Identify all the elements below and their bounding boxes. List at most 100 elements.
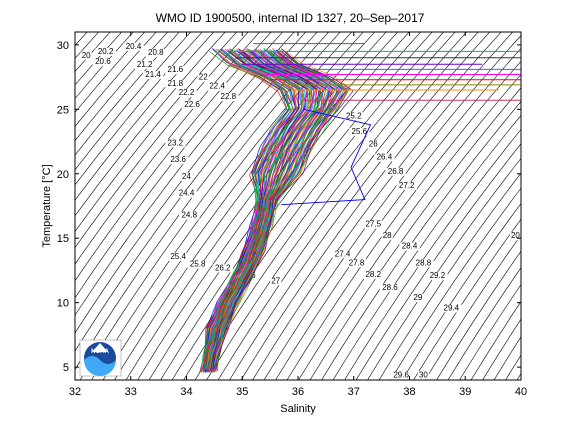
isopycnal-line [75,32,192,171]
contour-label-bg [390,371,412,380]
isopycnal-line [75,32,157,127]
isopycnal-line [75,32,100,59]
isopycnal-line [75,32,215,201]
contour-label: 25.6 [352,127,368,136]
contour-label: 28.4 [402,242,418,251]
isopycnal-line [390,187,521,380]
isopycnal-line [75,32,307,334]
contour-label: 29.4 [444,303,460,312]
outlier-loop [281,108,372,206]
contour-label: 27.2 [399,181,415,190]
contour-label-bg [363,270,384,279]
contour-label-bg [381,232,393,241]
profile-line [214,49,352,372]
isopycnal-line [160,32,422,380]
contour-label-bg [270,277,282,286]
contour-label-bg [145,49,167,58]
x-tick-label: 32 [69,386,81,398]
x-tick-label: 35 [236,386,248,398]
y-tick-label: 25 [57,104,69,116]
isopycnal-line [75,32,238,233]
contour-label-bg [218,93,239,102]
x-tick-label: 38 [403,386,415,398]
isopycnal-line [275,47,521,380]
contour-label: 21.6 [168,65,184,74]
isopycnal-line [286,60,521,380]
contour-label: 26.8 [388,167,404,176]
svg-text:NOAA: NOAA [91,349,109,355]
x-tick-label: 34 [180,386,192,398]
contour-label: 25.2 [346,111,362,120]
contour-label-bg [417,371,430,380]
isopycnal-line [367,157,521,380]
contour-label-bg [412,294,424,303]
isopycnal-line [229,32,491,380]
isopycnal-line [240,32,502,380]
contour-label: 20 [82,51,91,60]
contour-label: 22.8 [221,92,237,101]
isopycnal-line [332,114,521,380]
contour-label: 23.6 [170,155,186,164]
isopycnal-line [482,318,521,380]
y-axis-ticks: 5 10 15 20 25 30 [57,40,521,374]
contour-label-bg [206,82,228,91]
x-tick-label: 39 [459,386,471,398]
contour-label: 20.6 [95,57,111,66]
contour-label: 29.2 [430,271,446,280]
plot-area: 20 20.2 20.4 20.6 20.8 21.221.4 21.6 21.8 22 22.2… [0,2,576,400]
contour-label: 20 [511,231,520,240]
contour-label-bg [92,58,114,67]
contour-label-bg [180,172,193,181]
y-tick-label: 30 [57,40,69,52]
contour-label-bg [176,89,197,98]
chart-title: WMO ID 1900500, internal ID 1327, 20–Sep… [156,11,425,25]
x-axis-ticks: 32 33 34 35 36 37 38 39 40 [69,32,527,398]
isopycnal-line [551,2,576,400]
contour-label: 27 [271,276,280,285]
contour-label-bg [187,260,208,269]
contour-label-bg [80,51,92,60]
isopycnal-line [413,218,521,380]
contour-label: 29.6 [393,370,409,379]
isopycnal-line [263,35,521,380]
contour-label: 25.4 [170,252,186,261]
isopycnal-line [0,2,46,400]
isopycnal-line [171,32,433,380]
contour-label: 21.2 [137,60,153,69]
contour-label-bg [165,65,186,74]
y-tick-label: 20 [57,169,69,181]
isopycnal-line [206,32,468,380]
isopycnal-line [0,2,23,400]
contour-label: 27.5 [365,220,381,229]
isopycnal-line [436,250,521,380]
contour-label-bg [167,252,189,261]
y-axis-label: Temperature [°C] [41,164,53,247]
contour-label-bg [181,100,203,109]
contour-label-bg [165,80,186,89]
y-tick-label: 5 [63,362,69,374]
isopycnal-line [355,143,521,380]
contour-label-bg [363,220,384,229]
contour-label-bg [95,47,116,56]
isopycnal-line [528,2,576,400]
contour-label: 20.2 [98,47,114,56]
contour-label-bg [509,232,521,241]
contour-label: 24.4 [179,189,195,198]
isopycnal-line [0,2,69,400]
isopycnal-line [298,74,521,380]
contour-label: 24.8 [181,211,197,220]
contour-label: 26.2 [215,263,231,272]
isopycnal-line [0,2,35,400]
x-tick-label: 40 [515,386,527,398]
contour-label: 27.8 [349,258,365,267]
noaa-logo: NOAA [79,339,122,377]
contour-label-bg [179,211,200,220]
isopycnal-line [517,2,576,400]
contour-label: 26.4 [377,153,393,162]
contour-label-bg [427,272,448,281]
isopycnal-line [424,234,521,380]
isopycnal-line [344,128,521,380]
contour-label: 28.6 [382,283,398,292]
contour-label: 20.8 [148,48,164,57]
isopycnal-line [75,32,111,73]
